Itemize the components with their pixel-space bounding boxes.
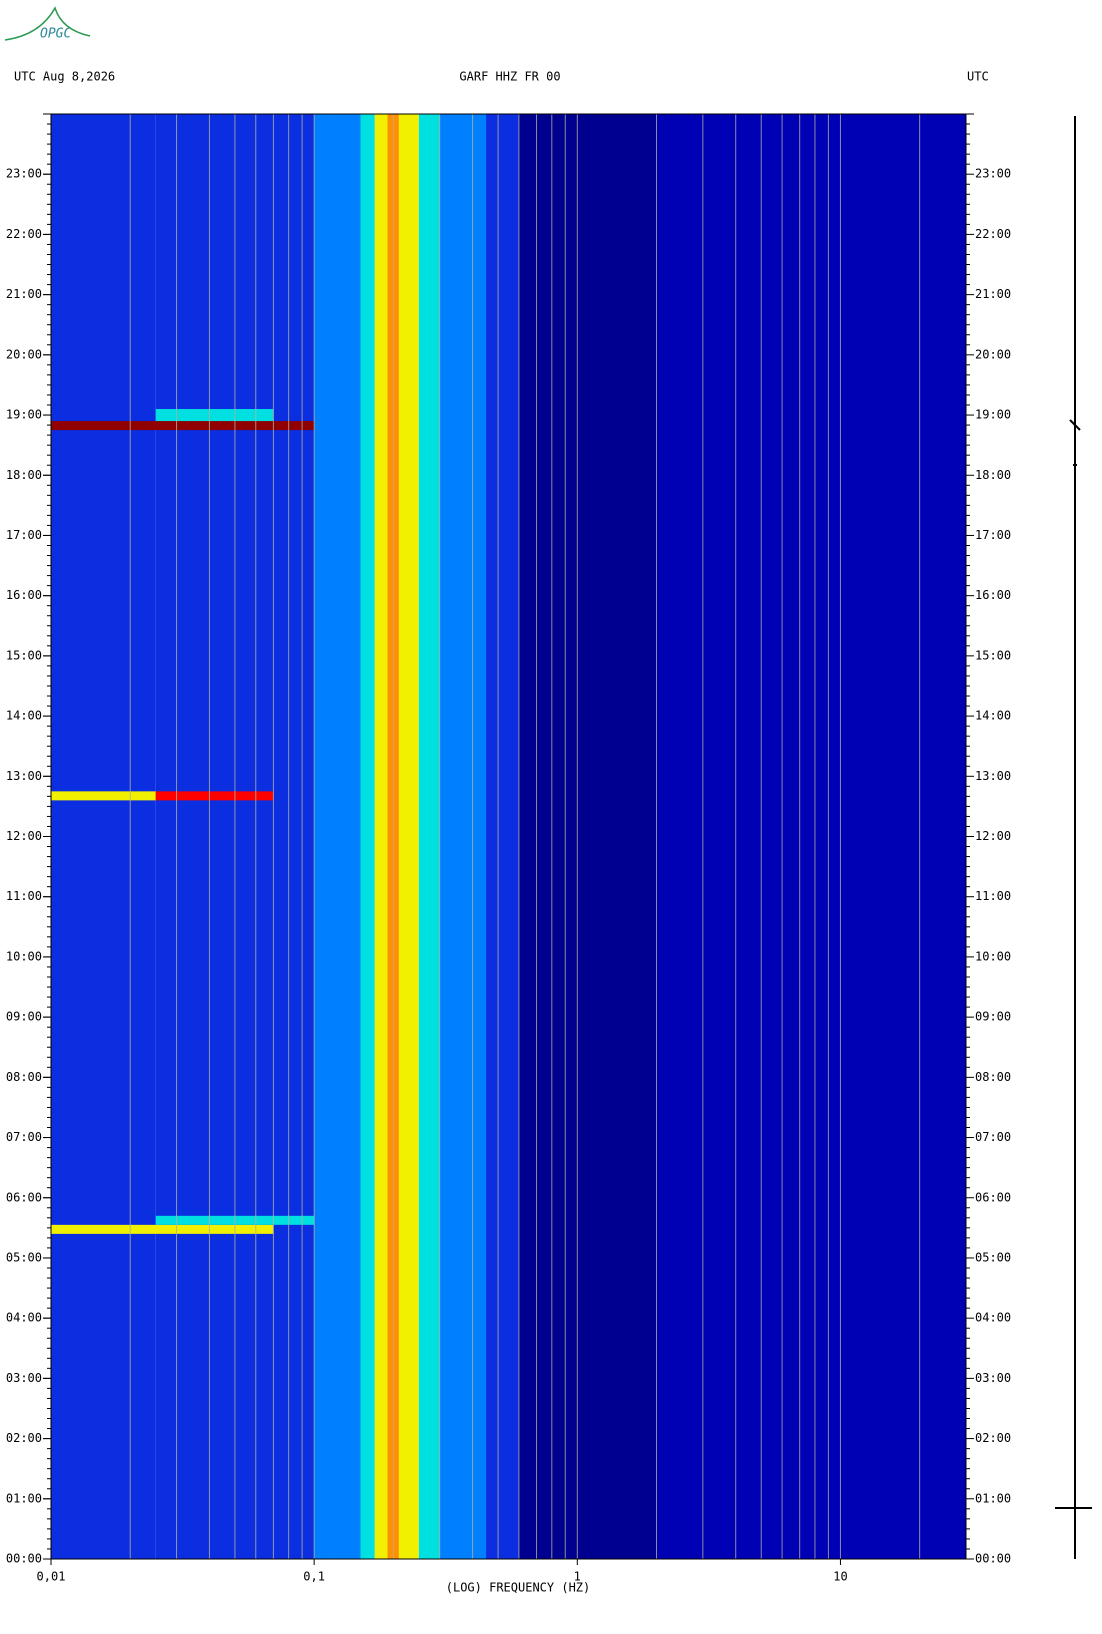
y-tick-label-right: 04:00 xyxy=(975,1311,1011,1325)
y-tick-label-right: 09:00 xyxy=(975,1010,1011,1024)
y-tick-label: 06:00 xyxy=(6,1190,42,1204)
y-tick-label: 12:00 xyxy=(6,829,42,843)
y-tick-label: 00:00 xyxy=(6,1552,42,1566)
logo-mark xyxy=(4,6,91,41)
y-tick-label: 15:00 xyxy=(6,648,42,662)
y-tick-label: 05:00 xyxy=(6,1250,42,1264)
event-band xyxy=(51,791,156,801)
y-tick-label-right: 16:00 xyxy=(975,588,1011,602)
y-tick-label: 14:00 xyxy=(6,709,42,723)
y-tick-label-right: 23:00 xyxy=(975,167,1011,181)
y-tick-label-right: 10:00 xyxy=(975,949,1011,963)
spectrum-band xyxy=(398,114,419,1559)
event-band xyxy=(155,409,274,422)
y-tick-label-right: 08:00 xyxy=(975,1070,1011,1084)
y-tick-label: 23:00 xyxy=(6,167,42,181)
y-tick-label-right: 19:00 xyxy=(975,408,1011,422)
spectrum-band xyxy=(439,114,487,1559)
spectrum-band xyxy=(418,114,440,1559)
y-tick-label: 17:00 xyxy=(6,528,42,542)
y-tick-label-right: 15:00 xyxy=(975,648,1011,662)
x-tick-label: 10 xyxy=(833,1570,847,1584)
spectrum-band xyxy=(486,114,519,1559)
y-tick-label: 22:00 xyxy=(6,227,42,241)
y-tick-label-right: 21:00 xyxy=(975,287,1011,301)
y-tick-label-right: 00:00 xyxy=(975,1552,1011,1566)
event-band xyxy=(51,1224,274,1234)
y-tick-label-right: 05:00 xyxy=(975,1250,1011,1264)
event-band xyxy=(51,421,315,431)
y-tick-label: 04:00 xyxy=(6,1311,42,1325)
y-tick-label: 18:00 xyxy=(6,468,42,482)
y-tick-label: 09:00 xyxy=(6,1010,42,1024)
spectrum-band xyxy=(314,114,335,1559)
y-tick-label: 03:00 xyxy=(6,1371,42,1385)
event-band xyxy=(155,791,274,801)
y-tick-label-right: 03:00 xyxy=(975,1371,1011,1385)
title-left: UTC Aug 8,2026 xyxy=(14,70,115,84)
spectrum-band xyxy=(360,114,375,1559)
y-tick-label-right: 22:00 xyxy=(975,227,1011,241)
y-tick-label: 11:00 xyxy=(6,889,42,903)
y-tick-label-right: 11:00 xyxy=(975,889,1011,903)
y-tick-label: 19:00 xyxy=(6,408,42,422)
spectrum-band xyxy=(273,114,315,1559)
title-right: UTC xyxy=(967,70,989,84)
x-tick-label: 0,01 xyxy=(37,1570,66,1584)
y-tick-label-right: 14:00 xyxy=(975,709,1011,723)
seismogram-trace xyxy=(1055,116,1092,1559)
y-tick-label: 21:00 xyxy=(6,287,42,301)
chart-title: GARF HHZ FR 00 xyxy=(459,70,560,84)
y-tick-label: 10:00 xyxy=(6,949,42,963)
spectrum-band xyxy=(334,114,361,1559)
y-tick-label-right: 18:00 xyxy=(975,468,1011,482)
y-tick-label-right: 02:00 xyxy=(975,1431,1011,1445)
y-tick-label-right: 17:00 xyxy=(975,528,1011,542)
y-tick-label-right: 20:00 xyxy=(975,347,1011,361)
y-tick-label-right: 06:00 xyxy=(975,1190,1011,1204)
spectrum-band xyxy=(374,114,388,1559)
spectrum-band xyxy=(518,114,657,1559)
spectrum-band xyxy=(155,114,274,1559)
y-tick-label-right: 13:00 xyxy=(975,769,1011,783)
spectrum-band xyxy=(51,114,156,1559)
y-tick-label-right: 12:00 xyxy=(975,829,1011,843)
y-tick-label: 20:00 xyxy=(6,347,42,361)
y-tick-label: 08:00 xyxy=(6,1070,42,1084)
x-tick-label: 0,1 xyxy=(303,1570,325,1584)
y-tick-label: 01:00 xyxy=(6,1491,42,1505)
y-tick-label-right: 01:00 xyxy=(975,1491,1011,1505)
y-tick-label: 02:00 xyxy=(6,1431,42,1445)
y-tick-label-right: 07:00 xyxy=(975,1130,1011,1144)
y-tick-label: 16:00 xyxy=(6,588,42,602)
logo: OPGC xyxy=(40,27,71,42)
x-tick-label: 1 xyxy=(574,1570,581,1584)
y-tick-label: 13:00 xyxy=(6,769,42,783)
y-tick-label: 07:00 xyxy=(6,1130,42,1144)
spectrum-band xyxy=(656,114,966,1559)
x-axis-label: (LOG) FREQUENCY (HZ) xyxy=(446,1581,591,1595)
